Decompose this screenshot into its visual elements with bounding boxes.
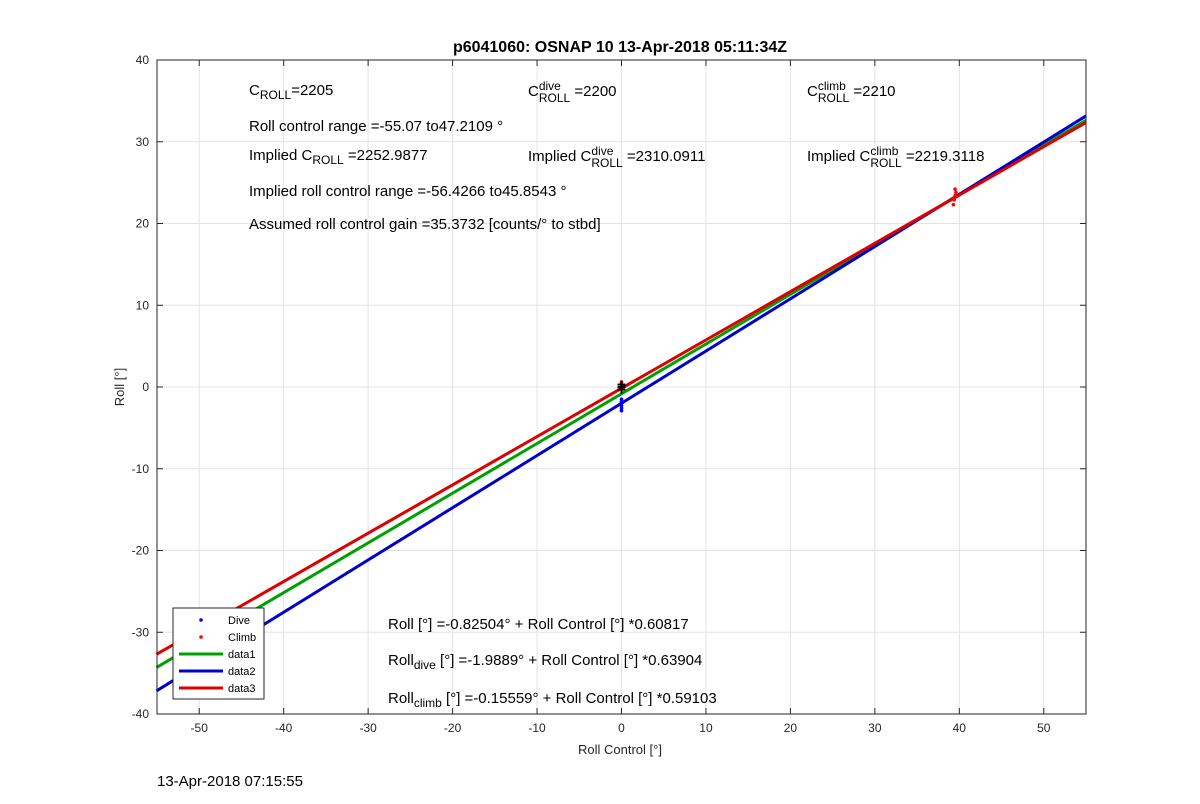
x-tick-label: 0 [618, 721, 625, 735]
x-tick-label: 10 [699, 721, 713, 735]
y-tick-label: -30 [132, 625, 150, 639]
axis-ticks: -50 -40 -30 -20 -10 0 10 20 30 40 50 -40 -30 -20 -10 0 1… [132, 53, 1086, 735]
y-tick-label: -40 [132, 707, 150, 721]
y-tick-label: 0 [142, 380, 149, 394]
x-tick-label: -40 [275, 721, 293, 735]
point-climb [954, 190, 958, 195]
point-climb [952, 196, 957, 200]
legend-label: Climb [228, 632, 256, 644]
legend-marker-dive [199, 618, 203, 622]
y-tick-label: -10 [132, 462, 150, 476]
legend-label: data3 [228, 683, 256, 695]
x-tick-label: -50 [191, 721, 209, 735]
legend-label: Dive [228, 615, 250, 627]
point-climb [951, 202, 956, 207]
roll-control-range: Roll control range =-55.07 to47.2109 ° [249, 118, 504, 135]
fit-dive-equation: Rolldive [°] =-1.9889° + Roll Control [°… [388, 652, 703, 672]
roll-gain: Assumed roll control gain =35.3732 [coun… [249, 216, 601, 233]
legend-marker-climb [199, 635, 203, 639]
implied-c-roll: Implied CROLL =2252.9877 [249, 147, 428, 167]
x-tick-label: -10 [528, 721, 546, 735]
x-tick-label: 50 [1037, 721, 1051, 735]
y-axis-label: Roll [°] [112, 368, 127, 406]
legend-label: data2 [228, 666, 256, 678]
fit-all-equation: Roll [°] =-0.82504° + Roll Control [°] *… [388, 616, 689, 633]
x-tick-label: -20 [444, 721, 462, 735]
legend-label: data1 [228, 649, 256, 661]
point-climb [953, 187, 957, 191]
y-tick-label: 30 [136, 135, 150, 149]
x-axis-label: Roll Control [°] [578, 742, 662, 757]
legend: Dive Climb data1 data2 data3 [172, 607, 265, 700]
timestamp: 13-Apr-2018 07:15:55 [157, 773, 303, 790]
x-tick-label: -30 [359, 721, 377, 735]
implied-roll-range: Implied roll control range =-56.4266 to4… [249, 183, 567, 200]
x-tick-label: 30 [868, 721, 882, 735]
c-roll-annotation: CROLL=2205 [249, 82, 334, 102]
chart-title: p6041060: OSNAP 10 13-Apr-2018 05:11:34Z [453, 39, 787, 56]
x-tick-label: 20 [784, 721, 798, 735]
x-tick-label: 40 [953, 721, 967, 735]
y-tick-label: 40 [136, 53, 150, 67]
y-tick-label: 10 [136, 298, 150, 312]
fit-climb-equation: Rollclimb [°] =-0.15559° + Roll Control … [388, 690, 717, 710]
y-tick-label: 20 [136, 217, 150, 231]
y-tick-label: -20 [132, 544, 150, 558]
data-points [617, 187, 958, 413]
point-dive [619, 408, 624, 413]
